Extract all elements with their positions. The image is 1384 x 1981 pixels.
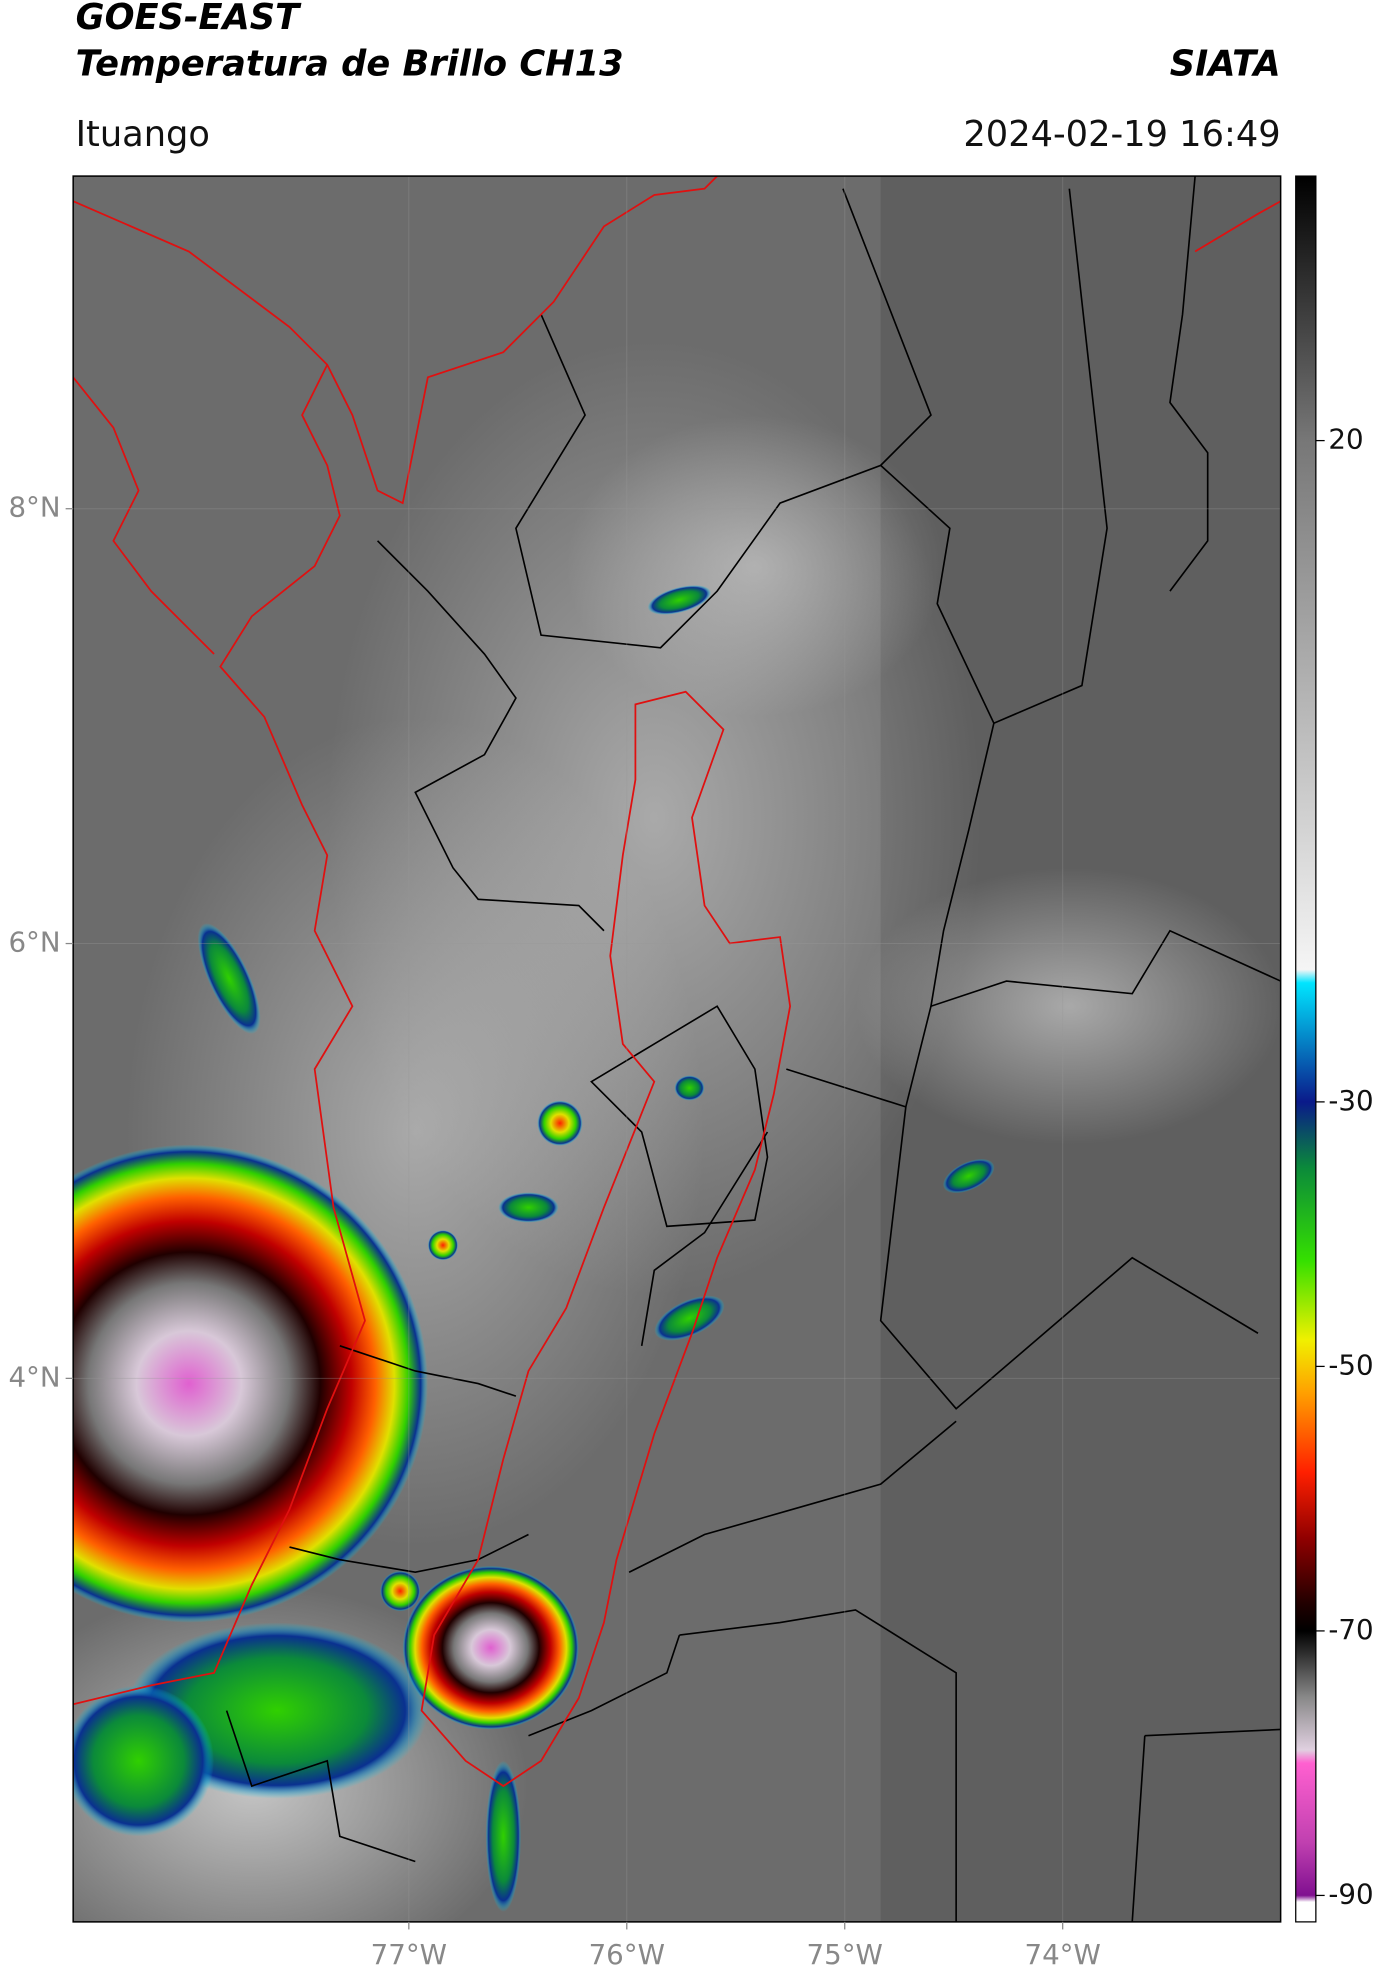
cloud-cell xyxy=(485,1760,521,1912)
border xyxy=(73,364,366,1706)
cloud-cell xyxy=(73,1685,215,1837)
cloud-cell xyxy=(197,923,261,1034)
cloud-cell xyxy=(380,1570,421,1612)
department-borders xyxy=(225,176,1281,1922)
brand: SIATA xyxy=(1170,43,1281,84)
cloud-cell xyxy=(674,1075,705,1101)
colorbar-tick-label: -90 xyxy=(1328,1877,1373,1910)
cloud-field xyxy=(566,415,944,717)
border xyxy=(376,540,605,932)
border xyxy=(1194,200,1281,253)
cloud-cell xyxy=(654,1295,725,1341)
border xyxy=(73,376,215,655)
colorbar-tick-label: -30 xyxy=(1328,1084,1373,1117)
colorbar-tick-label: -50 xyxy=(1328,1348,1373,1381)
border xyxy=(515,188,932,649)
border xyxy=(628,1420,957,1922)
cloud-cell xyxy=(498,1192,559,1223)
y-tick-label: 6°N xyxy=(8,926,60,959)
cloud-field xyxy=(855,867,1281,1145)
datetime: 2024-02-19 16:49 xyxy=(963,114,1280,155)
country-and-basin-borders xyxy=(73,176,1281,1788)
cloud-cell xyxy=(942,1158,995,1194)
convective-storm xyxy=(73,1144,428,1623)
y-tick-label: 8°N xyxy=(8,491,60,524)
x-tick-label: 75°W xyxy=(807,1938,883,1971)
x-tick-label: 76°W xyxy=(589,1938,665,1971)
title: GOES-EAST xyxy=(76,0,302,38)
colorbar xyxy=(1295,175,1317,1923)
cloud-cell xyxy=(647,585,712,615)
border xyxy=(225,1634,681,1863)
border xyxy=(289,1345,529,1574)
map-frame xyxy=(72,175,1282,1923)
colorbar-ticks: 20 -30 -50 -70 -90 xyxy=(1315,423,1374,1910)
colorbar-tick-label: -70 xyxy=(1328,1613,1373,1646)
border xyxy=(73,176,718,505)
graticule xyxy=(73,176,1281,1922)
cloud-cell xyxy=(427,1230,459,1261)
location: Ituango xyxy=(76,114,210,155)
colorbar-tick-label: 20 xyxy=(1328,423,1363,456)
x-tick-label: 74°W xyxy=(1024,1938,1100,1971)
x-tick-label: 77°W xyxy=(371,1938,447,1971)
border xyxy=(640,1068,907,1346)
border xyxy=(929,723,1281,1008)
convective-storm xyxy=(402,1565,579,1730)
map-image xyxy=(73,176,1281,1922)
border xyxy=(590,1005,769,1228)
map-axes: 77°W 76°W 75°W 74°W 8°N 6°N 4°N xyxy=(8,491,1100,1971)
basin-outline xyxy=(420,690,791,1788)
cloud-cell xyxy=(537,1100,583,1146)
border xyxy=(1131,176,1281,1922)
subtitle: Temperatura de Brillo CH13 xyxy=(76,43,624,84)
y-tick-label: 4°N xyxy=(8,1360,60,1393)
